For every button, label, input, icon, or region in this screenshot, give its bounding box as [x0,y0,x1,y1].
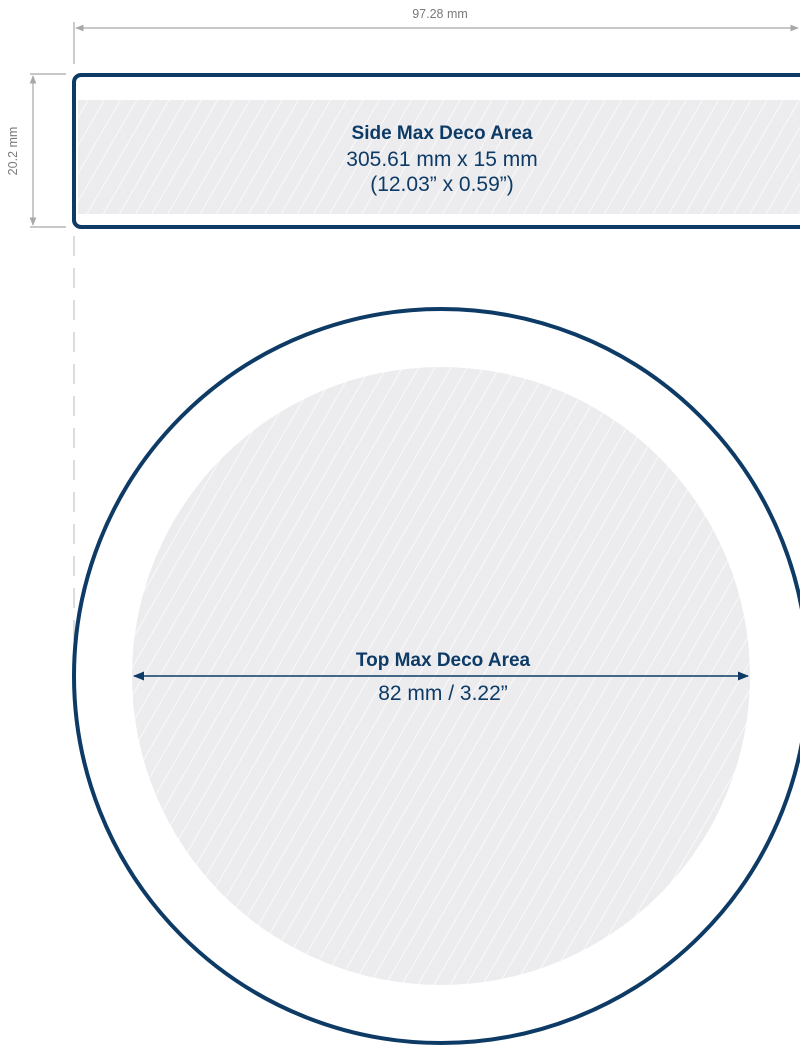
top-deco-title: Top Max Deco Area [356,650,531,671]
width-dimension: 97.28 mm [74,7,798,64]
side-deco-size-in: (12.03” x 0.59”) [370,173,514,196]
side-deco-size-mm: 305.61 mm x 15 mm [346,148,537,171]
width-dimension-label: 97.28 mm [412,7,468,21]
top-lid: Top Max Deco Area 82 mm / 3.22” [74,309,800,1043]
height-dimension-label: 20.2 mm [6,127,20,176]
side-band: Side Max Deco Area 305.61 mm x 15 mm (12… [74,75,800,227]
top-deco-diameter-label: 82 mm / 3.22” [378,682,508,705]
height-dimension: 20.2 mm [6,74,66,227]
side-deco-title: Side Max Deco Area [352,123,533,144]
